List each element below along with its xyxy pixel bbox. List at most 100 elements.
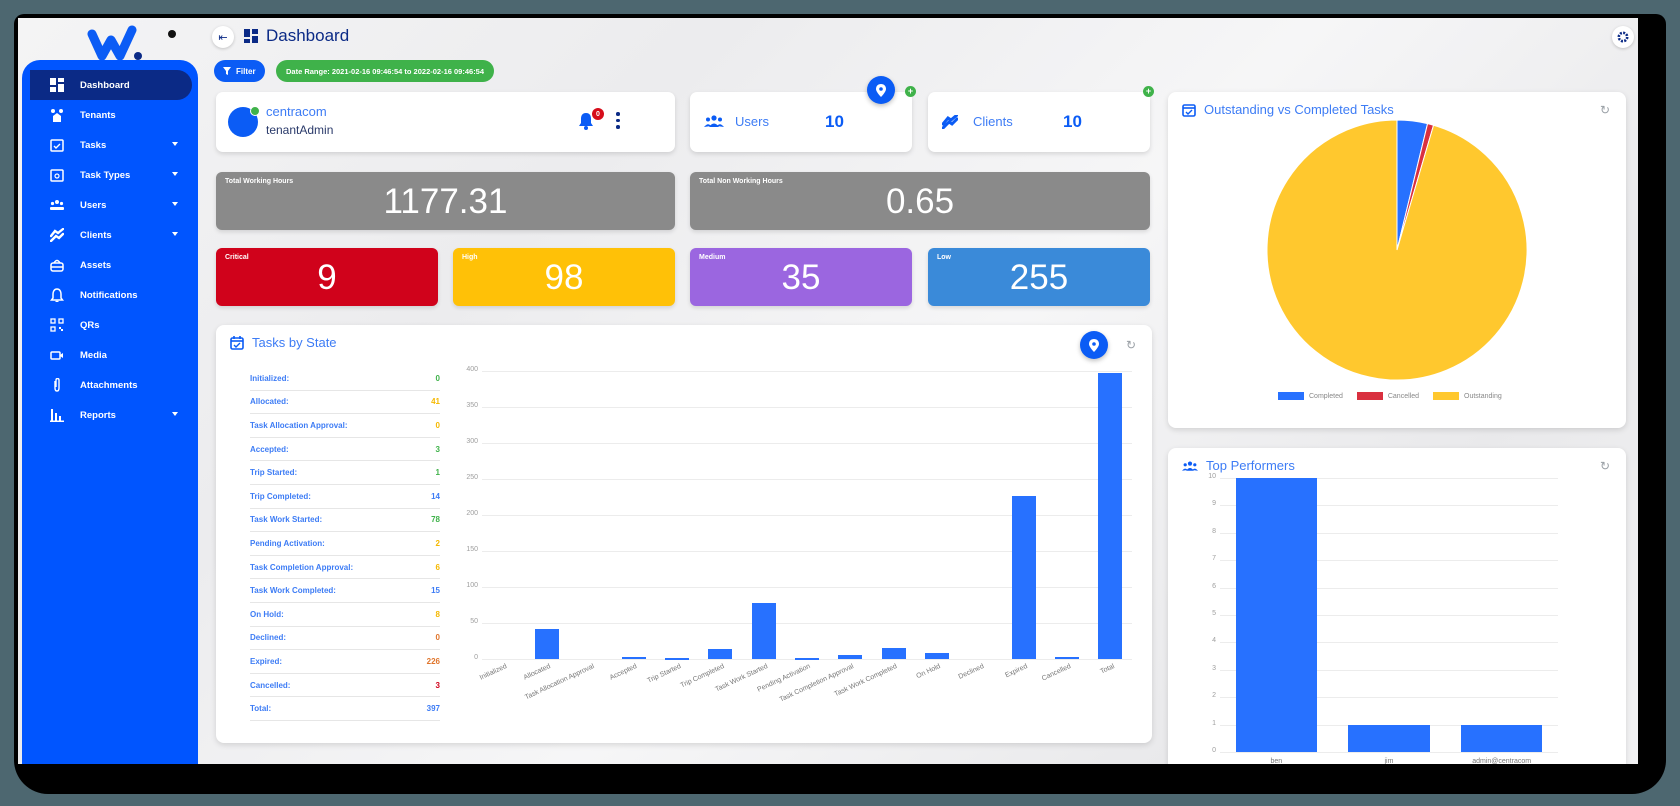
chart-bar[interactable] [794,657,820,660]
priority-tile-critical[interactable]: Critical 9 [216,248,438,306]
chart-bar[interactable] [708,648,733,659]
clients-stat-card[interactable]: Clients 10 [928,92,1150,152]
sidebar-item-label: Reports [80,409,116,421]
legend-label: Outstanding [1464,392,1502,400]
chevron-down-icon[interactable] [172,412,178,416]
gridline [1220,532,1558,534]
refresh-icon[interactable]: ↻ [1600,459,1611,473]
gridline [482,551,1132,552]
sidebar-item-media[interactable]: Media [22,340,198,370]
list-item: Trip Completed: 14 [250,485,440,509]
chevron-down-icon[interactable] [172,232,178,236]
collapse-sidebar-button[interactable]: ⇤ [212,26,234,48]
refresh-icon[interactable]: ↻ [1126,338,1137,352]
gridline [1220,697,1558,699]
sidebar-item-qrs[interactable]: QRs [22,310,198,340]
x-tick-label: Trip Started [646,663,682,685]
toolbox-icon [50,258,64,272]
x-tick-label: Allocated [522,663,552,682]
add-client-button[interactable]: + [1143,86,1154,97]
y-tick-label: 0 [474,654,478,661]
refresh-icon[interactable]: ↻ [1600,103,1611,117]
state-label[interactable]: Trip Started: [250,468,298,478]
bar-chart-icon [50,408,64,422]
sidebar-item-reports[interactable]: Reports [22,400,198,430]
chevron-down-icon[interactable] [172,172,178,176]
chart-bar[interactable] [664,658,690,661]
tasks-by-state-title: Tasks by State [230,335,337,350]
chart-bar[interactable] [1098,373,1123,659]
chart-bar[interactable] [621,656,646,659]
chart-bar[interactable] [1348,724,1430,752]
chart-bar[interactable] [1461,724,1543,752]
sidebar-item-label: Users [80,199,107,211]
chart-bar[interactable] [838,654,863,659]
location-filter-button[interactable] [1080,331,1108,359]
sidebar-item-dashboard[interactable]: Dashboard [30,70,192,100]
tenant-name[interactable]: centracom [266,104,327,119]
state-label[interactable]: Task Work Started: [250,515,323,525]
chart-bar[interactable] [881,648,906,659]
location-fab-button[interactable] [867,76,895,104]
sidebar-item-clients[interactable]: Clients [22,220,198,250]
sidebar-item-tenants[interactable]: Tenants [22,100,198,130]
dashboard-icon [244,29,258,43]
chart-bar[interactable] [924,653,950,659]
state-label[interactable]: Pending Activation: [250,538,325,548]
gridline [1220,587,1558,589]
avatar[interactable] [228,106,260,137]
chart-bar[interactable] [751,602,776,659]
add-user-button[interactable]: + [905,86,916,97]
sidebar-item-task-types[interactable]: Task Types [22,160,198,190]
task-state-list: Initialized: 0 Allocated: 41 Task Allocati… [250,367,440,721]
chart-bar[interactable] [1054,656,1080,659]
gridline [1220,478,1558,479]
sidebar-item-label: QRs [80,319,100,331]
state-label[interactable]: On Hold: [250,609,284,619]
gridline [482,479,1132,480]
state-label[interactable]: Expired: [250,656,283,666]
priority-tile-medium[interactable]: Medium 35 [690,248,912,306]
pie-slice-outstanding[interactable] [1266,119,1528,381]
state-label[interactable]: Total: [250,704,272,714]
gridline [1220,642,1558,644]
y-tick-label: 4 [1212,637,1216,645]
list-item: Task Work Completed: 15 [250,579,440,603]
state-count: 2 [435,538,440,548]
sidebar-item-assets[interactable]: Assets [22,250,198,280]
legend-item[interactable]: Outstanding [1433,392,1502,400]
gridline [1220,560,1558,562]
legend-item[interactable]: Completed [1278,392,1343,400]
notification-bell-icon[interactable] [578,112,594,130]
legend-item[interactable]: Cancelled [1356,392,1419,400]
more-options-button[interactable] [616,112,620,129]
settings-button[interactable] [1612,26,1634,48]
priority-tile-low[interactable]: Low 255 [928,248,1150,306]
state-label[interactable]: Accepted: [250,444,289,454]
state-label[interactable]: Allocated: [250,397,289,407]
y-tick-label: 1 [1212,719,1216,727]
list-item: Expired: 226 [250,650,440,674]
filter-button[interactable]: Filter [214,60,265,82]
sidebar-item-attachments[interactable]: Attachments [22,370,198,400]
state-label[interactable]: Task Work Completed: [250,586,336,596]
chevron-down-icon[interactable] [172,142,178,146]
date-range-badge[interactable]: Date Range: 2021-02-16 09:46:54 to 2022-… [276,60,495,82]
list-item: Initialized: 0 [250,367,440,391]
sidebar-item-notifications[interactable]: Notifications [22,280,198,310]
chart-bar[interactable] [534,629,560,659]
sidebar-item-users[interactable]: Users [22,190,198,220]
state-label[interactable]: Task Completion Approval: [250,562,354,572]
chart-bar[interactable] [1011,496,1036,659]
priority-tile-high[interactable]: High 98 [453,248,675,306]
chevron-down-icon[interactable] [172,202,178,206]
state-count: 226 [426,656,440,666]
state-label[interactable]: Cancelled: [250,680,291,690]
state-label[interactable]: Initialized: [250,373,290,383]
state-count: 0 [435,420,440,430]
sidebar-item-tasks[interactable]: Tasks [22,130,198,160]
state-label[interactable]: Declined: [250,633,287,643]
state-label[interactable]: Trip Completed: [250,491,311,501]
chart-bar[interactable] [1235,478,1317,752]
state-label[interactable]: Task Allocation Approval: [250,420,348,430]
